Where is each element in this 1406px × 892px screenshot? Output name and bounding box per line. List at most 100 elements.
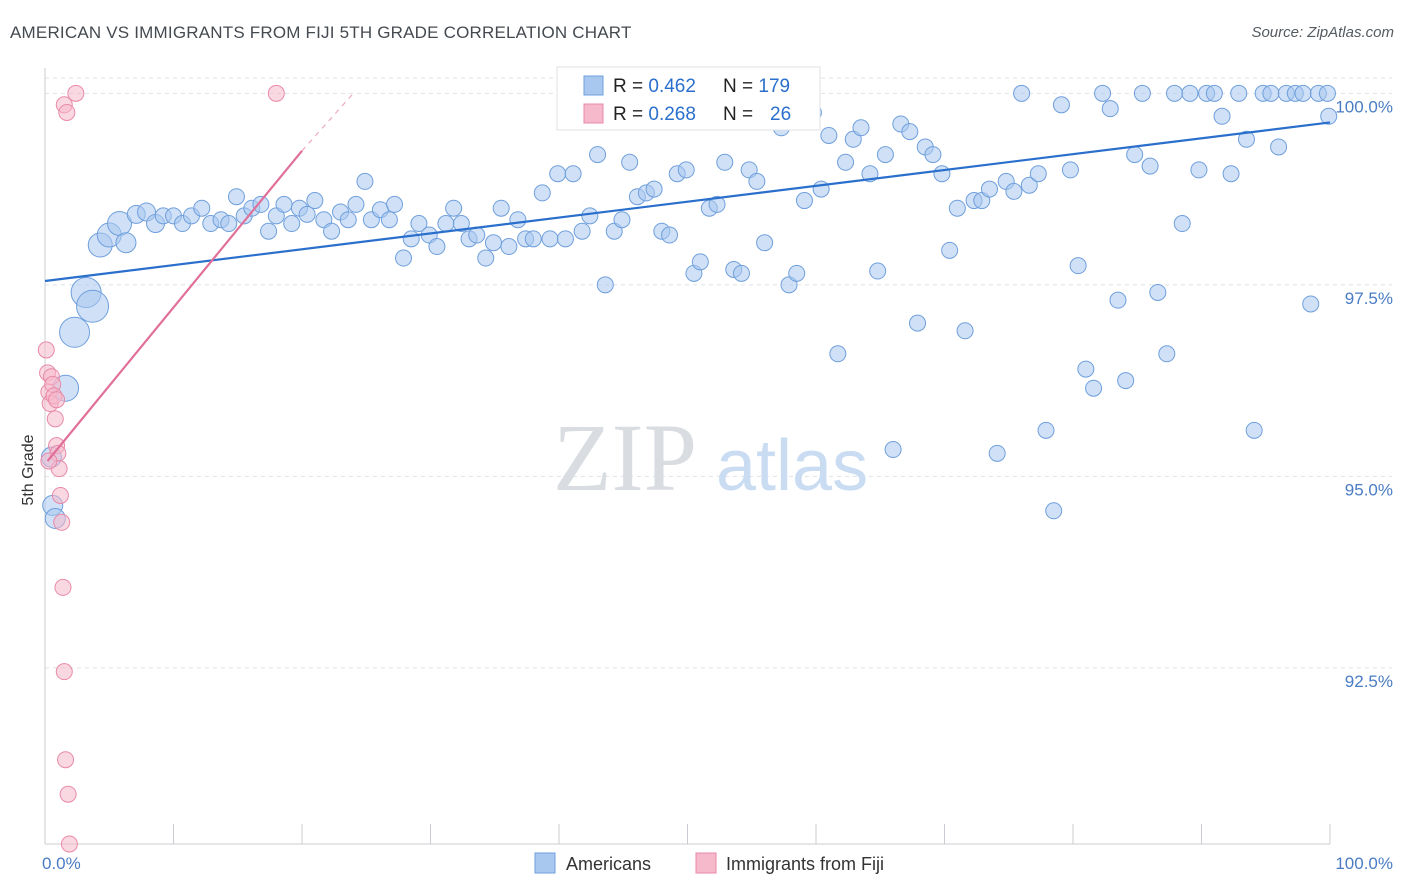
- legend-americans-n-value: 179: [758, 76, 790, 97]
- americans-point: [556, 230, 574, 248]
- americans-point: [193, 199, 211, 217]
- americans-point: [1109, 291, 1127, 309]
- legend-fiji-stats: R = 0.268 N = 26: [613, 104, 791, 125]
- americans-point: [980, 180, 998, 198]
- americans-point: [306, 192, 324, 210]
- americans-point: [941, 241, 959, 259]
- series-legend: Americans Immigrants from Fiji: [534, 852, 884, 874]
- y-tick-label: 95.0%: [1345, 480, 1393, 499]
- americans-point: [1085, 379, 1103, 397]
- americans-point: [748, 172, 766, 190]
- americans-point: [948, 199, 966, 217]
- series-legend-americans-swatch: [534, 852, 556, 874]
- americans-point: [852, 119, 870, 137]
- americans-point: [1166, 84, 1184, 102]
- americans-point: [509, 211, 527, 229]
- y-tick-label: 97.5%: [1345, 289, 1393, 308]
- fiji-point: [59, 785, 77, 803]
- legend-fiji-n-value: 26: [770, 104, 791, 125]
- americans-point: [76, 289, 110, 323]
- americans-point: [924, 146, 942, 164]
- americans-point: [1013, 84, 1031, 102]
- americans-point: [1117, 372, 1135, 390]
- americans-point: [1141, 157, 1159, 175]
- americans-point: [1045, 502, 1063, 520]
- americans-point: [1126, 146, 1144, 164]
- americans-point: [500, 238, 518, 256]
- fiji-point: [60, 835, 78, 853]
- americans-point: [347, 195, 365, 213]
- fiji-point: [51, 486, 69, 504]
- fiji-point: [54, 578, 72, 596]
- americans-point: [1173, 215, 1191, 233]
- legend-americans-n-label: N =: [723, 76, 758, 97]
- americans-point: [452, 215, 470, 233]
- americans-point: [1101, 100, 1119, 118]
- americans-point: [596, 276, 614, 294]
- legend-americans-swatch: [583, 75, 604, 96]
- americans-point: [484, 234, 502, 252]
- americans-point: [661, 226, 679, 244]
- americans-point: [716, 153, 734, 171]
- americans-point: [492, 199, 510, 217]
- americans-point: [876, 146, 894, 164]
- tick-labels: 100.0% 97.5% 95.0% 92.5% 0.0% 100.0%: [42, 97, 1393, 873]
- legend-americans-r-label: R =: [613, 76, 648, 97]
- americans-point: [677, 161, 695, 179]
- americans-point: [732, 264, 750, 282]
- americans-point: [621, 153, 639, 171]
- fiji-trend-extension: [301, 92, 354, 152]
- americans-point: [884, 441, 902, 459]
- americans-point: [1318, 84, 1336, 102]
- americans-point: [549, 165, 567, 183]
- americans-point: [795, 192, 813, 210]
- americans-point: [298, 205, 316, 223]
- americans-point: [477, 249, 495, 267]
- americans-point: [829, 345, 847, 363]
- fiji-point: [58, 103, 76, 121]
- americans-point: [275, 195, 293, 213]
- watermark-zip: ZIP: [553, 404, 697, 511]
- americans-point: [1270, 138, 1288, 156]
- americans-point: [395, 249, 413, 267]
- americans-point: [956, 322, 974, 340]
- americans-point: [1005, 182, 1023, 200]
- americans-point: [437, 215, 455, 233]
- americans-point: [1302, 295, 1320, 313]
- americans-point: [1222, 165, 1240, 183]
- americans-point: [1294, 84, 1312, 102]
- americans-point: [252, 195, 270, 213]
- legend-americans-r-value: 0.462: [648, 76, 696, 97]
- americans-point: [564, 165, 582, 183]
- americans-point: [788, 264, 806, 282]
- chart-title: AMERICAN VS IMMIGRANTS FROM FIJI 5TH GRA…: [10, 23, 632, 42]
- americans-point: [691, 253, 709, 271]
- watermark-atlas: atlas: [716, 426, 868, 506]
- fiji-point: [37, 341, 55, 359]
- americans-point: [613, 211, 631, 229]
- fiji-point: [55, 663, 73, 681]
- americans-point: [869, 262, 887, 280]
- americans-point: [589, 146, 607, 164]
- americans-point: [524, 230, 542, 248]
- americans-point: [1052, 96, 1070, 114]
- fiji-points: [37, 84, 285, 853]
- americans-point: [402, 230, 420, 248]
- americans-point: [1158, 345, 1176, 363]
- americans-point: [260, 222, 278, 240]
- americans-point: [1320, 107, 1338, 125]
- americans-point: [323, 222, 341, 240]
- fiji-point: [267, 84, 285, 102]
- americans-point: [1230, 84, 1248, 102]
- americans-point: [339, 211, 357, 229]
- americans-point: [541, 230, 559, 248]
- legend-fiji-n-label: N =: [723, 104, 758, 125]
- y-tick-label: 100.0%: [1335, 97, 1393, 116]
- x-tick-label-max: 100.0%: [1335, 854, 1393, 873]
- americans-point: [356, 172, 374, 190]
- americans-point: [428, 238, 446, 256]
- americans-point: [1190, 161, 1208, 179]
- legend-fiji-r-label: R =: [613, 104, 648, 125]
- americans-point: [581, 207, 599, 225]
- americans-point: [820, 126, 838, 144]
